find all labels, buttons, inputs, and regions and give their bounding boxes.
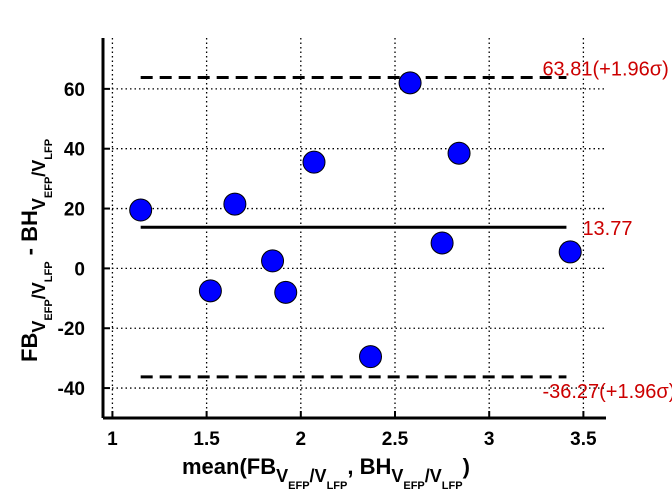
upper-limit-annotation: 63.81(+1.96σ) <box>542 58 668 80</box>
y-tick-label: -40 <box>58 379 85 400</box>
axis-label-part: /V <box>29 282 49 299</box>
axis-label-part: , BH <box>347 454 391 479</box>
axis-label-part: LFP <box>327 480 348 492</box>
y-tick-label: 40 <box>64 140 85 161</box>
y-tick-label: 20 <box>64 200 85 221</box>
axis-label-part: EFP <box>43 299 55 320</box>
data-point <box>198 279 222 303</box>
y-tick-label: -20 <box>58 319 85 340</box>
y-tick-label: 0 <box>74 259 85 280</box>
x-axis-label: mean(FBVEFP/VLFP, BHVEFP/VLFP) <box>182 454 470 492</box>
axis-label-part: /V <box>310 466 327 486</box>
data-point <box>261 249 285 273</box>
axis-label-part: /V <box>425 466 442 486</box>
x-tick-label: 3.5 <box>570 429 597 450</box>
x-tick-label: 3 <box>484 429 495 450</box>
data-point <box>359 345 383 369</box>
reference-lines <box>140 75 567 379</box>
y-axis-label: FBVEFP/VLFP - BHVEFP/VLFP <box>17 139 55 362</box>
axis-label-part: EFP <box>403 480 424 492</box>
data-point <box>447 141 471 165</box>
data-point <box>398 71 422 95</box>
axis-label-part: FB <box>17 333 42 362</box>
data-point <box>223 192 247 216</box>
x-tick-label: 2 <box>296 429 307 450</box>
axis-label-part: mean(FB <box>182 454 276 479</box>
axis-label-part: LFP <box>442 480 463 492</box>
mean-difference-annotation: 13.77 <box>582 218 632 240</box>
axis-label-part: LFP <box>43 261 55 282</box>
axis-label-part: EFP <box>43 177 55 198</box>
line-annotations: 63.81(+1.96σ) 13.77 -36.27(+1.96σ) <box>542 58 672 402</box>
y-tick-label: 60 <box>64 80 85 101</box>
data-point <box>430 231 454 255</box>
x-tick-label: 1 <box>107 429 118 450</box>
axis-label-part: V <box>391 466 403 486</box>
axis-label-part: LFP <box>43 139 55 160</box>
data-point <box>302 150 326 174</box>
data-point <box>558 240 582 264</box>
data-point <box>129 198 153 222</box>
axes <box>101 38 606 420</box>
axis-label-part: EFP <box>288 480 309 492</box>
data-point <box>274 280 298 304</box>
axis-label-part: ) <box>463 454 470 479</box>
axis-label-part: /V <box>29 160 49 177</box>
x-tick-label: 2.5 <box>382 429 409 450</box>
lower-limit-annotation: -36.27(+1.96σ) <box>542 381 672 403</box>
axis-label-part: V <box>276 466 288 486</box>
axis-label-part: V <box>29 198 49 210</box>
x-tick-label: 1.5 <box>193 429 220 450</box>
axis-label-part: V <box>29 321 49 333</box>
data-points <box>129 71 582 369</box>
axis-label-part: - BH <box>17 210 42 261</box>
x-tick-labels: 1 1.5 2 2.5 3 3.5 <box>107 429 597 450</box>
y-tick-labels: -40 -20 0 20 40 60 <box>58 80 85 400</box>
